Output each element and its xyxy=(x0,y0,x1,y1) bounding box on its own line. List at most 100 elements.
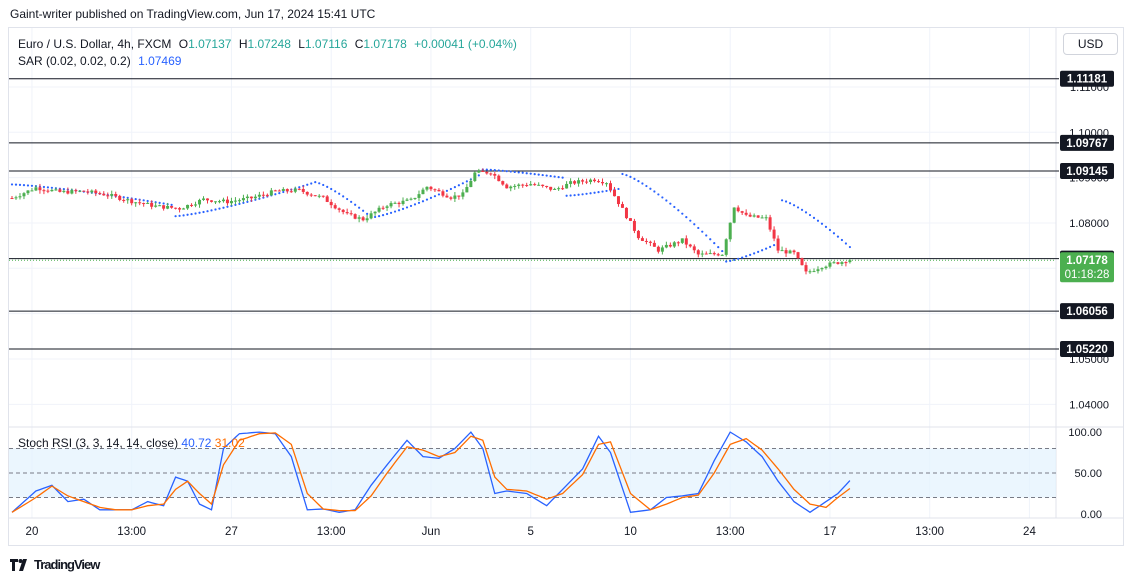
candle-body xyxy=(421,189,425,195)
sar-dot xyxy=(745,255,748,258)
candle-body xyxy=(217,201,221,203)
candle-body xyxy=(325,196,329,202)
time-tick-label: 13:00 xyxy=(117,526,146,538)
sar-dot xyxy=(645,184,648,188)
sar-dot xyxy=(122,196,125,199)
candle-body xyxy=(54,189,58,191)
candle-body xyxy=(30,190,34,192)
footer: TradingView xyxy=(10,557,100,572)
close-label: C xyxy=(354,37,364,51)
symbol-label[interactable]: Euro / U.S. Dollar, 4h, FXCM xyxy=(18,37,172,51)
sar-dot xyxy=(18,183,22,186)
sar-dot xyxy=(836,235,840,238)
sar-dot xyxy=(673,205,676,209)
sar-dot xyxy=(705,234,708,237)
sar-dot xyxy=(417,201,421,204)
sar-dot xyxy=(174,215,177,218)
candle-body xyxy=(433,189,437,191)
sar-dot xyxy=(561,176,564,179)
sar-dot xyxy=(222,206,225,209)
sar-dot xyxy=(832,232,836,235)
candle-body xyxy=(233,200,237,202)
candle-body xyxy=(585,181,589,183)
candle-body xyxy=(812,271,816,273)
sar-label[interactable]: SAR (0.02, 0.02, 0.2) xyxy=(18,54,131,68)
sar-dot xyxy=(210,209,213,212)
candle-body xyxy=(780,250,784,252)
horizontal-levels xyxy=(9,78,1059,350)
candle-body xyxy=(517,184,521,186)
candle-body xyxy=(581,180,585,182)
candle-body xyxy=(461,192,465,197)
candle-body xyxy=(249,196,253,199)
sar-dot xyxy=(405,206,409,209)
level-tag xyxy=(1060,303,1114,320)
time-tick-label: 10 xyxy=(624,526,637,538)
sar-dot xyxy=(533,173,536,176)
sar-dot xyxy=(665,199,668,202)
candle-body xyxy=(429,186,433,190)
sar-dot xyxy=(669,202,672,205)
candle-body xyxy=(74,190,78,192)
candle-body xyxy=(253,196,257,199)
sar-dot xyxy=(501,169,504,172)
sar-dot xyxy=(741,256,744,259)
sar-dot xyxy=(573,194,576,197)
candle-body xyxy=(509,186,513,189)
open-value: 1.07137 xyxy=(188,37,232,51)
footer-brand[interactable]: TradingView xyxy=(34,557,100,572)
candle-body xyxy=(389,203,393,207)
sar-dot xyxy=(30,184,34,187)
candle-body xyxy=(198,199,202,205)
sar-dot xyxy=(513,170,516,174)
candle-body xyxy=(373,211,377,214)
time-tick-label: 13:00 xyxy=(716,526,745,538)
candle-body xyxy=(632,220,636,231)
sar-dot xyxy=(505,170,508,173)
low-value: 1.07116 xyxy=(304,37,348,51)
sar-dot xyxy=(350,200,353,203)
sar-dot xyxy=(529,172,532,175)
sar-dot xyxy=(190,213,193,216)
stoch-label[interactable]: Stoch RSI (3, 3, 14, 14, close) xyxy=(18,436,179,450)
sar-dot xyxy=(62,188,65,191)
candle-body xyxy=(453,195,457,199)
sar-dot xyxy=(812,216,816,219)
candle-body xyxy=(708,253,712,255)
candle-body xyxy=(18,196,22,198)
sar-dot xyxy=(509,170,512,173)
candle-body xyxy=(776,238,780,251)
chart-frame xyxy=(8,27,1124,546)
candle-body xyxy=(146,202,150,204)
publisher-line: Gaint-writer published on TradingView.co… xyxy=(10,7,376,21)
candle-body xyxy=(365,218,369,221)
candle-body xyxy=(353,214,357,219)
currency-button[interactable]: USD xyxy=(1063,33,1118,55)
sar-dot xyxy=(761,249,764,252)
sar-dot xyxy=(262,196,265,199)
level-tag xyxy=(1060,70,1114,87)
tradingview-logo-icon xyxy=(10,558,27,571)
sar-dot xyxy=(593,191,596,194)
candle-body xyxy=(565,183,569,189)
candle-body xyxy=(736,207,740,212)
candle-body xyxy=(497,175,501,182)
sar-dot xyxy=(461,182,464,185)
candle-body xyxy=(102,193,106,196)
candle-body xyxy=(788,250,792,254)
candle-body xyxy=(166,205,170,209)
candle-body xyxy=(493,173,497,176)
close-value: 1.07178 xyxy=(363,37,407,51)
candle-body xyxy=(194,204,198,206)
candle-body xyxy=(828,262,832,267)
sar-dot xyxy=(721,249,724,253)
sar-dot xyxy=(42,185,46,189)
sar-dot xyxy=(597,191,600,194)
candle-body xyxy=(676,242,680,244)
candle-body xyxy=(529,184,533,186)
candle-body xyxy=(425,186,429,190)
sar-dot xyxy=(14,183,18,186)
sar-dot xyxy=(413,203,417,206)
sar-dot xyxy=(238,202,241,206)
